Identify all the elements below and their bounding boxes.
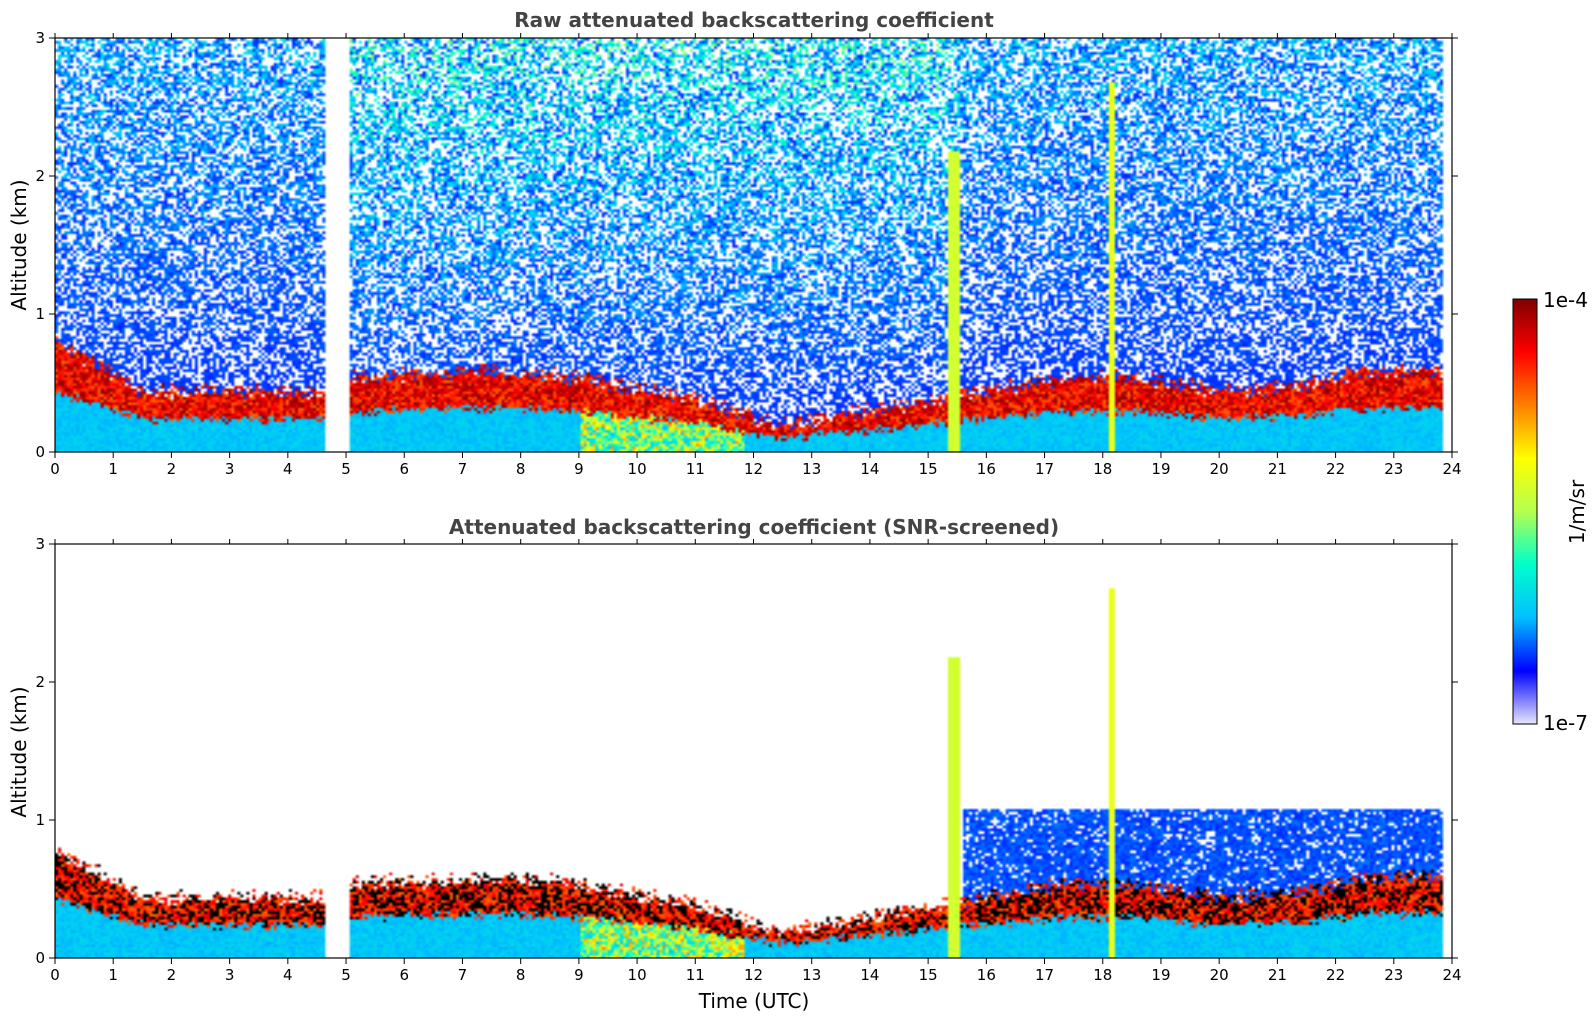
- colorbar-gradient: [1512, 298, 1538, 725]
- x-tick-label: 16: [977, 460, 996, 478]
- x-tick-label: 8: [516, 460, 526, 478]
- x-tick-label: 10: [628, 966, 647, 984]
- x-tick-label: 0: [50, 460, 60, 478]
- x-tick-label: 8: [516, 966, 526, 984]
- panel-title-screened: Attenuated backscattering coefficient (S…: [449, 515, 1059, 539]
- x-tick-label: 2: [167, 966, 177, 984]
- x-tick-label: 14: [860, 966, 879, 984]
- x-tick-label: 21: [1268, 966, 1287, 984]
- x-tick-label: 19: [1151, 460, 1170, 478]
- y-tick-label: 0: [35, 443, 45, 461]
- x-tick-label: 7: [458, 460, 468, 478]
- x-tick-label: 22: [1326, 966, 1345, 984]
- x-tick-label: 14: [860, 460, 879, 478]
- heatmap-image: [55, 38, 1452, 452]
- x-tick-label: 23: [1384, 460, 1403, 478]
- x-tick-label: 11: [686, 966, 705, 984]
- x-tick-label: 20: [1210, 966, 1229, 984]
- y-axis-label-screened: Altitude (km): [7, 686, 31, 817]
- panel-screened: Attenuated backscattering coefficient (S…: [7, 515, 1462, 1013]
- x-tick-label: 4: [283, 460, 293, 478]
- colorbar: 1e-4 1e-7 1/m/sr: [1512, 288, 1589, 735]
- y-ticks-screened: 0 1 2 3: [35, 535, 1458, 967]
- x-tick-label: 0: [50, 966, 60, 984]
- x-tick-label: 6: [399, 460, 409, 478]
- colorbar-unit-label: 1/m/sr: [1565, 479, 1589, 544]
- x-tick-label: 16: [977, 966, 996, 984]
- y-tick-label: 3: [35, 29, 45, 47]
- x-tick-label: 5: [341, 460, 351, 478]
- x-ticks-screened: 0 1 2 3 4 5 6 7 8 9 10 11 12 13 14 15 16 17 18 19 20 21 22 23 24: [50, 539, 1462, 984]
- x-tick-label: 24: [1442, 966, 1461, 984]
- x-tick-label: 17: [1035, 460, 1054, 478]
- x-tick-label: 6: [399, 966, 409, 984]
- y-tick-label: 0: [35, 949, 45, 967]
- x-tick-label: 10: [628, 460, 647, 478]
- x-tick-label: 3: [225, 966, 235, 984]
- y-tick-label: 1: [35, 811, 45, 829]
- x-tick-label: 1: [108, 460, 118, 478]
- x-tick-label: 20: [1210, 460, 1229, 478]
- x-tick-label: 12: [744, 460, 763, 478]
- x-axis-label: Time (UTC): [698, 989, 810, 1013]
- x-tick-label: 13: [802, 460, 821, 478]
- x-tick-label: 24: [1442, 460, 1461, 478]
- x-tick-label: 13: [802, 966, 821, 984]
- x-tick-label: 18: [1093, 460, 1112, 478]
- x-tick-label: 9: [574, 460, 584, 478]
- x-tick-label: 11: [686, 460, 705, 478]
- y-tick-label: 1: [35, 305, 45, 323]
- panel-raw: Raw attenuated backscattering coefficien…: [7, 8, 1462, 478]
- heatmap-raw: [55, 38, 1452, 452]
- x-tick-label: 1: [108, 966, 118, 984]
- x-ticks-raw: 0 1 2 3 4 5 6 7 8 9 10 11 12 13 14 15 16 17 18 19 20 21 22 23 24: [50, 33, 1462, 478]
- colorbar-max-label: 1e-4: [1543, 288, 1588, 312]
- x-tick-label: 9: [574, 966, 584, 984]
- x-tick-label: 4: [283, 966, 293, 984]
- heatmap-image: [55, 544, 1452, 958]
- x-tick-label: 2: [167, 460, 177, 478]
- x-tick-label: 21: [1268, 460, 1287, 478]
- colorbar-min-label: 1e-7: [1543, 711, 1588, 735]
- y-tick-label: 3: [35, 535, 45, 553]
- x-tick-label: 17: [1035, 966, 1054, 984]
- panel-title-raw: Raw attenuated backscattering coefficien…: [514, 8, 994, 32]
- x-tick-label: 3: [225, 460, 235, 478]
- x-tick-label: 19: [1151, 966, 1170, 984]
- y-ticks-raw: 0 1 2 3: [35, 29, 1458, 461]
- x-tick-label: 18: [1093, 966, 1112, 984]
- x-tick-label: 15: [919, 460, 938, 478]
- x-tick-label: 12: [744, 966, 763, 984]
- y-tick-label: 2: [35, 167, 45, 185]
- x-tick-label: 22: [1326, 460, 1345, 478]
- heatmap-screened: [55, 544, 1452, 958]
- y-tick-label: 2: [35, 673, 45, 691]
- x-tick-label: 5: [341, 966, 351, 984]
- y-axis-label-raw: Altitude (km): [7, 179, 31, 310]
- x-tick-label: 23: [1384, 966, 1403, 984]
- x-tick-label: 7: [458, 966, 468, 984]
- x-tick-label: 15: [919, 966, 938, 984]
